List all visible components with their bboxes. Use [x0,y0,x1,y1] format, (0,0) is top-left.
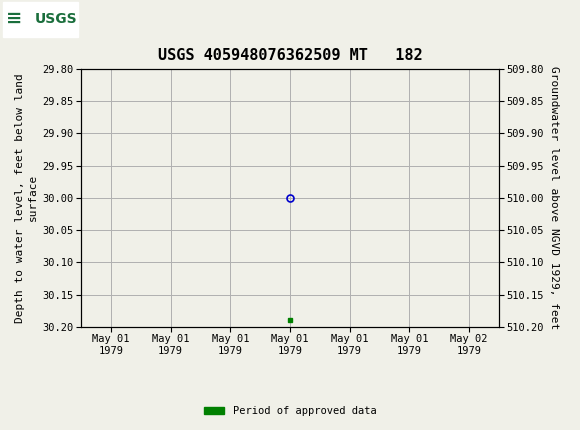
Bar [3,2,78,37]
Y-axis label: Groundwater level above NGVD 1929, feet: Groundwater level above NGVD 1929, feet [549,66,560,329]
Title: USGS 405948076362509 MT   182: USGS 405948076362509 MT 182 [158,49,422,64]
Legend: Period of approved data: Period of approved data [200,402,380,421]
Y-axis label: Depth to water level, feet below land
surface: Depth to water level, feet below land su… [15,73,38,322]
Text: USGS: USGS [35,12,77,25]
Text: ≡: ≡ [6,9,22,28]
